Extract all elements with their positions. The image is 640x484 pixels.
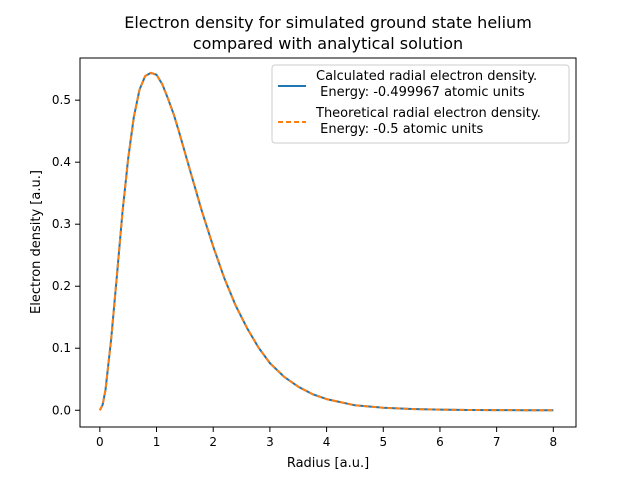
x-tick-label: 5	[379, 435, 387, 449]
y-tick-label: 0.4	[52, 155, 71, 169]
chart-title-line-1: Electron density for simulated ground st…	[124, 13, 532, 32]
x-axis: 0 1 2 3 4 5 6 7 8	[96, 427, 557, 449]
legend-label-theoretical-line-2: Energy: -0.5 atomic units	[316, 122, 483, 137]
x-tick-label: 6	[436, 435, 444, 449]
y-tick-label: 0.2	[52, 279, 71, 293]
legend: Calculated radial electron density. Ener…	[271, 64, 570, 144]
x-axis-label: Radius [a.u.]	[287, 456, 369, 471]
legend-label-theoretical-line-1: Theoretical radial electron density.	[315, 106, 541, 121]
x-tick-label: 7	[493, 435, 501, 449]
series-line-theoretical	[98, 71, 554, 412]
x-tick-label: 0	[96, 435, 104, 449]
chart-title-line-2: compared with analytical solution	[193, 34, 463, 53]
x-tick-label: 4	[323, 435, 331, 449]
x-tick-label: 1	[153, 435, 161, 449]
legend-box	[271, 64, 570, 144]
x-tick-label: 8	[550, 435, 558, 449]
y-tick-label: 0.5	[52, 93, 71, 107]
plot-frame	[79, 57, 577, 428]
y-axis-label: Electron density [a.u.]	[29, 170, 44, 314]
x-tick-label: 3	[266, 435, 274, 449]
legend-label-calculated-line-1: Calculated radial electron density.	[316, 69, 537, 84]
y-tick-label: 0.0	[52, 403, 71, 417]
legend-label-calculated-line-2: Energy: -0.499967 atomic units	[316, 85, 525, 100]
y-axis: 0.0 0.1 0.2 0.3 0.4 0.5	[52, 93, 80, 417]
y-tick-label: 0.3	[52, 217, 71, 231]
plot-layer	[98, 71, 554, 412]
y-tick-label: 0.1	[52, 341, 71, 355]
x-tick-label: 2	[209, 435, 217, 449]
